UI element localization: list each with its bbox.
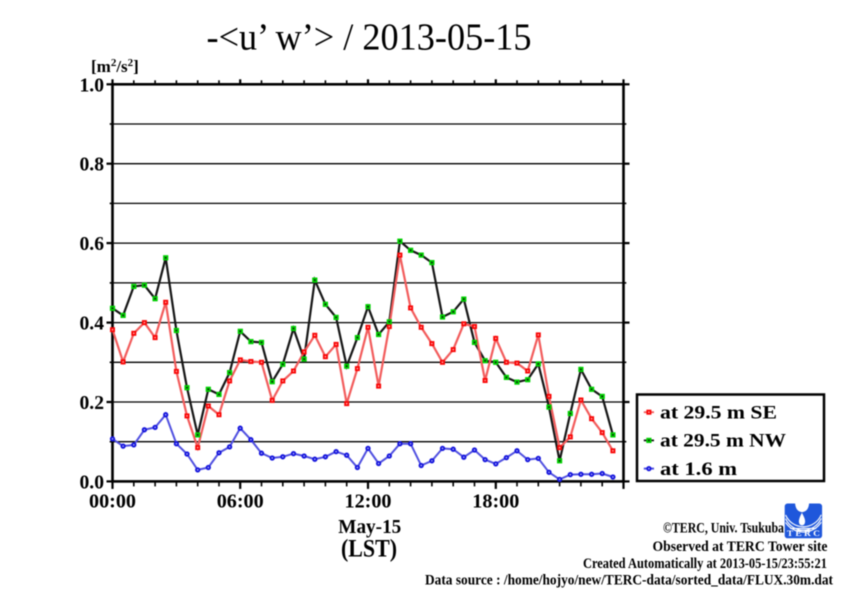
svg-text:T E R C: T E R C <box>787 529 820 538</box>
svg-text:at 29.5 m SE: at 29.5 m SE <box>660 403 777 424</box>
svg-text:0.0: 0.0 <box>80 471 105 493</box>
svg-text:Data source : /home/hojyo/new/: Data source : /home/hojyo/new/TERC-data/… <box>425 572 833 588</box>
svg-text:Created Automatically at 2013-: Created Automatically at 2013-05-15/23:5… <box>583 556 827 572</box>
svg-text:00:00: 00:00 <box>89 491 136 513</box>
svg-text:0.8: 0.8 <box>80 154 105 176</box>
svg-text:-<u’ w’> / 2013-05-15: -<u’ w’> / 2013-05-15 <box>207 17 532 59</box>
svg-text:18:00: 18:00 <box>472 491 519 513</box>
svg-text:[m2/s2]: [m2/s2] <box>91 57 139 76</box>
svg-text:at 1.6 m: at 1.6 m <box>660 459 737 480</box>
svg-text:06:00: 06:00 <box>217 491 264 513</box>
svg-text:0.6: 0.6 <box>80 233 105 255</box>
svg-text:©TERC, Univ. Tsukuba: ©TERC, Univ. Tsukuba <box>663 521 785 537</box>
svg-text:at 29.5 m NW: at 29.5 m NW <box>660 431 786 452</box>
svg-text:May-15: May-15 <box>338 516 401 538</box>
svg-text:0.4: 0.4 <box>80 313 105 335</box>
svg-text:12:00: 12:00 <box>345 491 392 513</box>
svg-text:Observed at TERC Tower site: Observed at TERC Tower site <box>653 539 829 555</box>
svg-text:(LST): (LST) <box>341 535 397 562</box>
svg-text:1.0: 1.0 <box>80 74 105 96</box>
svg-text:0.2: 0.2 <box>80 392 105 414</box>
